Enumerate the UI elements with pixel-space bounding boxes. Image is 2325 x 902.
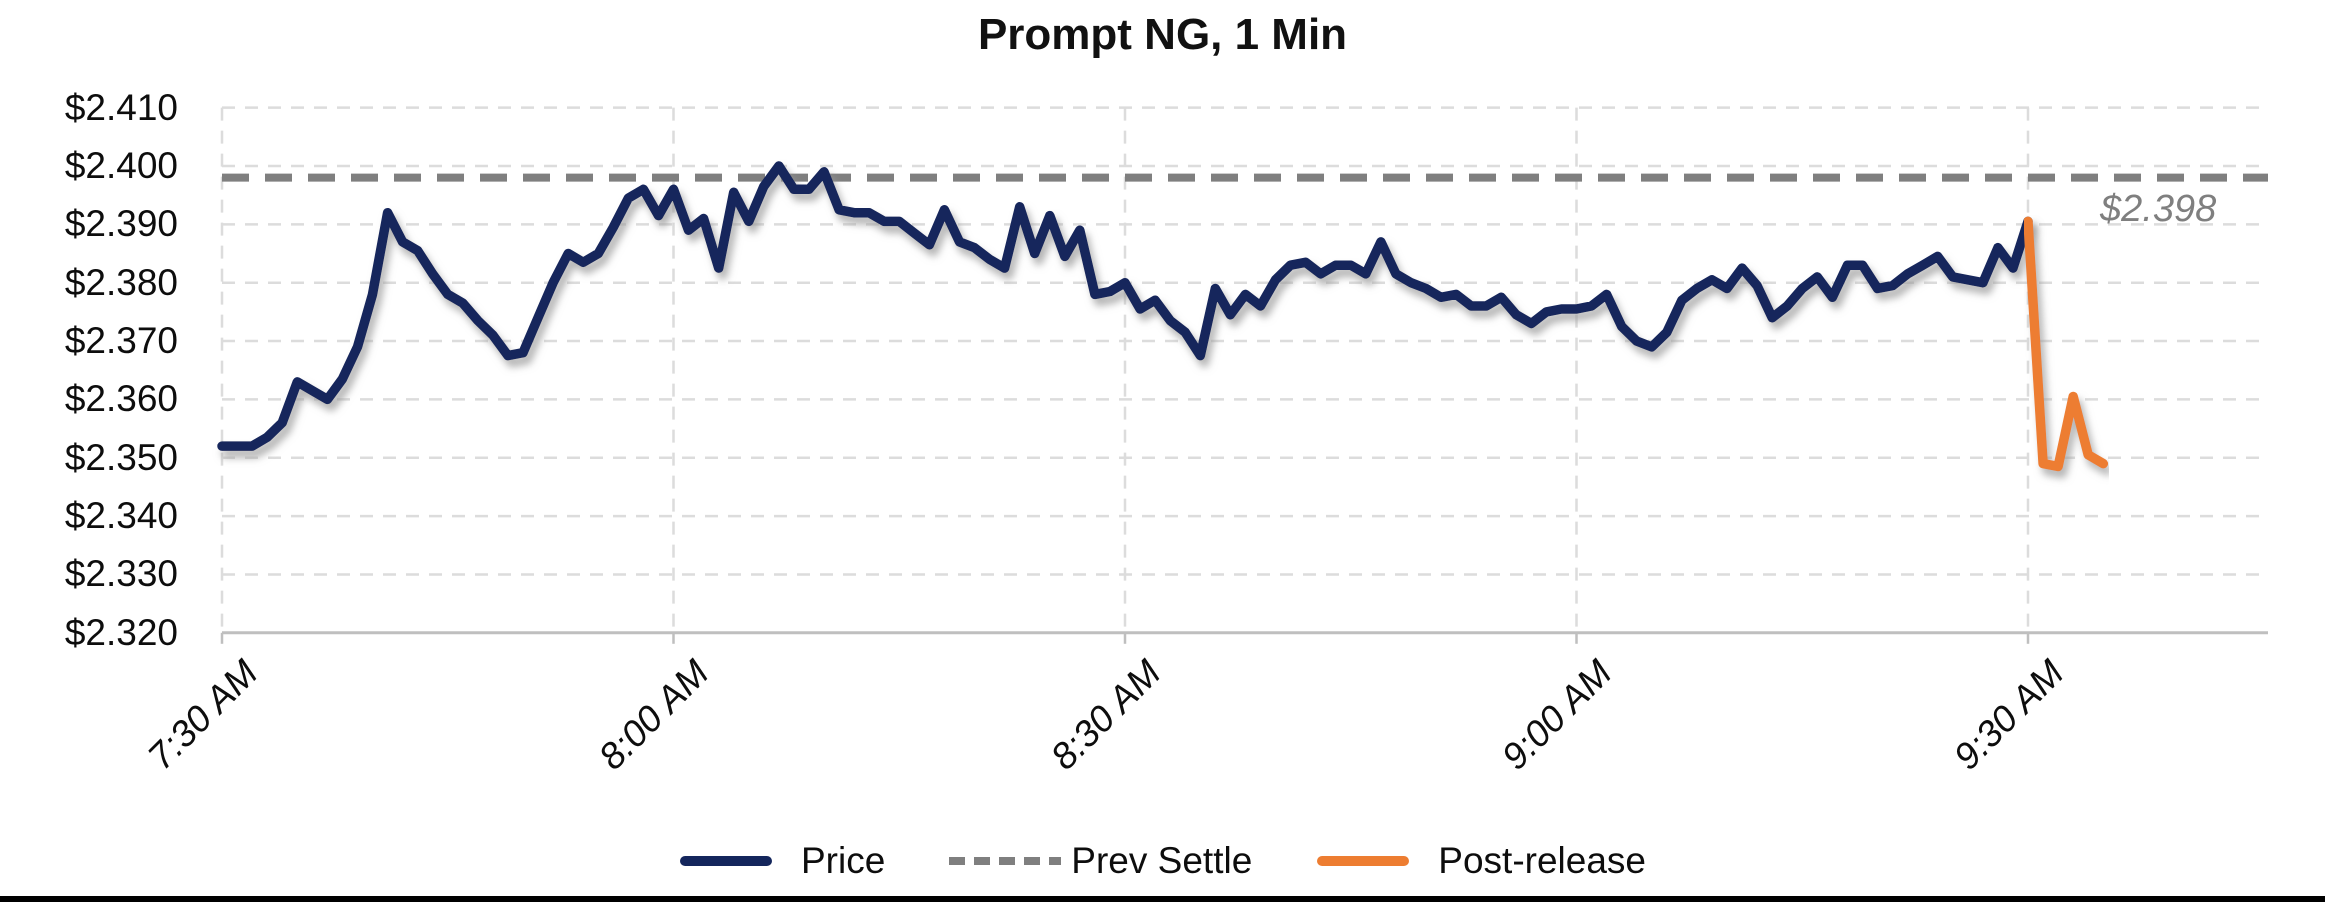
y-axis-tick-label: $2.360	[64, 378, 178, 420]
legend-swatch-solid-line-icon	[679, 856, 772, 866]
legend-item-price: Price	[679, 840, 885, 882]
legend-swatch-solid-line-icon	[1317, 856, 1410, 866]
price-line	[217, 161, 2033, 451]
chart-title: Prompt NG, 1 Min	[977, 10, 1348, 59]
legend-label: Price	[800, 840, 886, 881]
y-axis-tick-label: $2.400	[64, 145, 178, 186]
y-axis-tick-label: $2.380	[64, 261, 178, 303]
y-axis-tick-label: $2.410	[64, 86, 178, 128]
prev-settle-annotation: $2.398	[2100, 188, 2217, 230]
legend-label: Prev Settle	[1071, 840, 1253, 881]
legend: Price Prev Settle Post-release	[0, 840, 2325, 882]
post-release-line	[2023, 216, 2109, 472]
y-axis-tick-label: $2.350	[64, 436, 178, 478]
legend-item-post-release: Post-release	[1316, 840, 1646, 882]
y-axis-tick-label: $2.320	[64, 611, 178, 653]
y-axis-tick-label: $2.340	[64, 495, 178, 537]
y-axis-tick-label: $2.330	[64, 553, 178, 595]
legend-item-prev-settle: Prev Settle	[949, 840, 1252, 882]
y-axis-tick-label: $2.370	[64, 320, 178, 362]
legend-label: Post-release	[1438, 840, 1646, 881]
bottom-rule	[0, 896, 2325, 902]
y-axis-tick-label: $2.390	[64, 203, 178, 245]
legend-swatch-dashed-line-icon	[949, 857, 1062, 865]
